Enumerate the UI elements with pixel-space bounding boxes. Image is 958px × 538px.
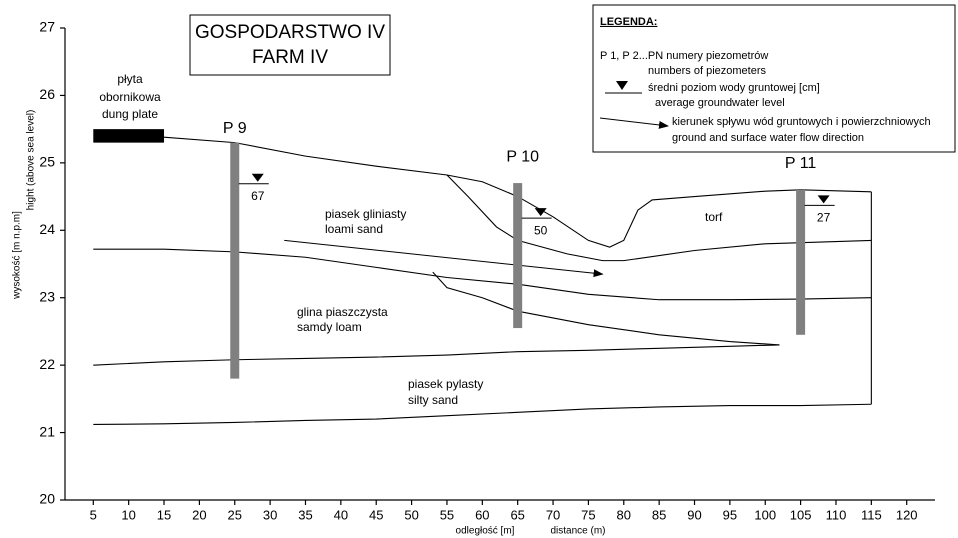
x-tick-label: 15 [157,507,171,522]
x-tick-label: 90 [687,507,701,522]
water-depth-label: 27 [817,211,831,225]
y-tick-label: 25 [39,154,55,170]
layer-label: loami sand [325,222,383,236]
annotation: obornikowa [99,90,161,104]
layer-boundary [447,175,871,261]
x-tick-label: 20 [192,507,206,522]
layer-boundary [93,404,871,424]
x-tick-label: 45 [369,507,383,522]
layer-label: torf [705,210,723,224]
water-depth-label: 67 [251,189,265,203]
legend-text: P 1, P 2...PN numery piezometrów [600,50,768,62]
piezometer-label: P 10 [506,148,539,165]
x-tick-label: 100 [754,507,776,522]
chart-title: GOSPODARSTWO IV [195,22,385,43]
x-tick-label: 55 [440,507,454,522]
layer-label: piasek gliniasty [325,207,406,221]
legend-text: kierunek spływu wód gruntowych i powierz… [672,116,931,128]
x-tick-label: 120 [896,507,918,522]
y-tick-label: 23 [39,288,55,304]
legend-text: ground and surface water flow direction [672,132,864,144]
x-tick-label: 75 [581,507,595,522]
legend-title: LEGENDA: [600,16,657,28]
chart-subtitle: FARM IV [252,47,328,68]
y-tick-label: 20 [39,491,55,507]
dung-plate [93,129,164,142]
x-tick-label: 50 [404,507,418,522]
legend: LEGENDA: P 1, P 2...PN numery piezometró… [593,5,955,152]
y-tick-label: 26 [39,86,55,102]
piezometer-label: P 9 [223,120,247,137]
x-tick-label: 70 [546,507,560,522]
legend-text: numbers of piezometers [648,65,766,77]
annotation: dung plate [102,107,158,121]
x-tick-label: 115 [861,507,882,522]
layer-boundary [93,249,871,300]
x-tick-label: 65 [510,507,524,522]
x-tick-label: 5 [90,507,97,522]
piezometer [513,183,522,328]
x-tick-label: 95 [723,507,737,522]
x-tick-label: 10 [121,507,135,522]
layer-label: samdy loam [297,320,362,334]
y-tick-label: 24 [39,221,55,237]
water-level-marker [252,174,264,182]
layer-boundary [433,272,780,345]
water-depth-label: 50 [534,223,548,237]
layer-label: glina piaszczysta [297,305,388,319]
x-label: odległość [m] [456,526,515,537]
legend-text: average groundwater level [655,97,785,109]
chart: GOSPODARSTWO IV FARM IV wysokość [m n.p.… [0,0,958,538]
flow-arrow [284,240,602,274]
x-tick-label: 40 [334,507,348,522]
y-tick-label: 21 [39,423,55,439]
piezometer-label: P 11 [785,155,817,172]
y-tick-label: 27 [39,19,55,35]
x-tick-label: 80 [617,507,631,522]
y-tick-label: 22 [39,356,55,372]
water-level-marker [818,195,830,203]
annotation: płyta [117,72,143,86]
legend-text: średni poziom wody gruntowej [cm] [648,82,820,94]
x-tick-label: 110 [826,507,847,522]
layer-label: piasek pylasty [408,377,483,391]
x-label-en: distance (m) [550,526,605,537]
layer-boundary [93,345,779,365]
layer-label: silty sand [408,393,458,407]
x-tick-label: 30 [263,507,277,522]
x-tick-label: 35 [298,507,312,522]
piezometer [796,190,805,335]
piezometer [230,143,239,379]
y-label: wysokość [m n.p.m] [12,211,23,300]
x-tick-label: 25 [228,507,242,522]
x-tick-label: 85 [652,507,666,522]
x-tick-label: 105 [790,507,812,522]
x-tick-label: 60 [475,507,489,522]
y-label-en: hight (above sea level) [26,110,37,211]
